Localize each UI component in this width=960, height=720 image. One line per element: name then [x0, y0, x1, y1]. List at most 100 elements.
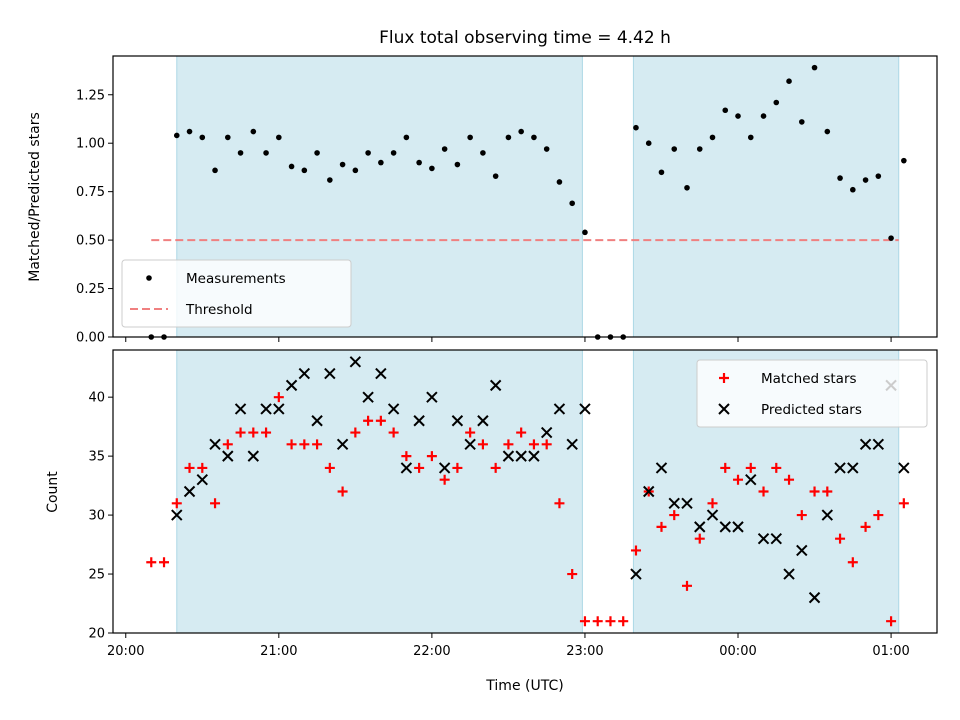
- bottom-x-point: [451, 415, 464, 427]
- top-dot-point: [786, 78, 792, 84]
- bottom-y-tick-label: 25: [88, 568, 105, 583]
- bottom-x-tick-label: 20:00: [107, 644, 144, 659]
- bottom-plus-point: [605, 616, 616, 627]
- bottom-plus-point: [860, 521, 871, 532]
- bottom-x-point: [808, 591, 821, 604]
- bottom-y-tick-label: 20: [88, 627, 105, 642]
- bottom-plus-point: [630, 545, 641, 556]
- bottom-x-point: [898, 462, 910, 474]
- bottom-plus-point: [528, 439, 539, 450]
- bottom-x-point: [349, 356, 362, 368]
- top-dot-point: [378, 159, 384, 166]
- bottom-y-tick-label: 40: [88, 391, 105, 406]
- top-y-tick-label: 0.50: [76, 234, 105, 249]
- bottom-x-point: [681, 497, 693, 509]
- bottom-x-point: [643, 485, 655, 498]
- top-dot-point: [645, 140, 652, 147]
- top-dot-point: [492, 173, 499, 179]
- bottom-x-point: [464, 438, 476, 451]
- bottom-x-point: [872, 438, 885, 451]
- bottom-x-point: [553, 403, 566, 415]
- bottom-plus-point: [401, 451, 412, 462]
- bottom-y-tick-label: 35: [88, 450, 105, 465]
- top-dot-point: [237, 150, 244, 156]
- bottom-plus-point: [452, 462, 463, 473]
- bottom-x-point: [834, 462, 846, 474]
- bottom-x-point: [362, 391, 374, 403]
- bottom-legend-label: Matched stars: [761, 371, 857, 387]
- bottom-x-tick-label: 22:00: [413, 644, 450, 659]
- bottom-x-point: [209, 438, 221, 451]
- bottom-plus-point: [886, 616, 897, 627]
- top-legend-label: Measurements: [186, 271, 286, 287]
- top-dot-point: [505, 134, 512, 141]
- bottom-plus-point: [656, 521, 667, 532]
- top-dot-point: [569, 200, 575, 207]
- top-dot-point: [365, 150, 371, 156]
- bottom-x-point: [438, 462, 451, 474]
- bottom-plus-point: [324, 462, 335, 473]
- bottom-plus-point: [822, 486, 833, 497]
- x-axis-label: Time (UTC): [485, 678, 563, 694]
- bottom-x-point: [400, 462, 413, 474]
- bottom-x-point: [668, 497, 680, 509]
- bottom-axes-frame: [112, 349, 938, 634]
- top-y-tick-label: 0.25: [76, 282, 105, 297]
- top-panel: 0.00 0.25 0.50 0.75 1.00 1.25 Measurements Thre…: [76, 55, 938, 346]
- bottom-plus-point: [312, 439, 323, 450]
- bottom-plus-point: [414, 462, 425, 473]
- bottom-x-point: [566, 438, 578, 451]
- bottom-x-tick-label: 21:00: [260, 644, 297, 659]
- bottom-x-point: [247, 450, 260, 462]
- bottom-plus-point: [681, 580, 692, 591]
- top-dot-point: [773, 99, 780, 106]
- bottom-plus-point: [567, 569, 578, 580]
- bottom-x-point: [477, 415, 489, 427]
- bottom-plus-point: [426, 451, 437, 462]
- top-dot-point: [633, 124, 639, 131]
- bottom-plus-point: [248, 427, 259, 438]
- bottom-x-point: [336, 438, 349, 451]
- bottom-x-point: [222, 450, 234, 462]
- top-dot-point: [454, 161, 461, 168]
- top-dot-point: [811, 64, 818, 71]
- bottom-plus-point: [337, 486, 348, 497]
- bottom-plus-point: [579, 616, 590, 627]
- top-dot-point: [314, 150, 320, 156]
- top-dot-point: [824, 128, 831, 135]
- bottom-y-tick-label: 30: [88, 509, 105, 524]
- top-dot-point: [403, 134, 410, 141]
- bottom-x-point: [796, 544, 808, 557]
- top-legend-swatch: [146, 275, 152, 281]
- bottom-x-point: [311, 415, 323, 427]
- bottom-x-point: [630, 568, 642, 580]
- bottom-x-point: [413, 415, 425, 427]
- bottom-plus-point: [184, 462, 195, 473]
- bottom-panel: 20 25 30 35 40 20:00 21:00 22:00 23:00 00:00 01:00…: [88, 349, 938, 659]
- bottom-plus-point: [796, 510, 807, 521]
- bottom-legend-box: [696, 359, 928, 428]
- bottom-legend-swatch: [718, 403, 730, 415]
- bottom-plus-point: [477, 439, 488, 450]
- bottom-plus-point: [286, 439, 297, 450]
- top-dot-point: [556, 179, 563, 185]
- top-legend-label: Threshold: [185, 302, 253, 318]
- bottom-plus-point: [197, 462, 208, 473]
- bottom-x-point: [273, 403, 285, 415]
- top-y-tick-label: 0.00: [76, 331, 105, 346]
- bottom-x-point: [745, 474, 757, 486]
- bottom-x-point: [757, 532, 770, 545]
- top-dot-point: [518, 128, 524, 135]
- bottom-x-point: [859, 438, 872, 451]
- bottom-plus-point: [592, 616, 603, 627]
- top-dot-point: [173, 132, 180, 139]
- bottom-x-point: [426, 391, 438, 403]
- top-y-tick-label: 0.75: [76, 185, 105, 200]
- top-dot-point: [901, 157, 907, 164]
- top-dot-point: [480, 150, 486, 156]
- bottom-plus-point: [745, 462, 756, 473]
- bottom-plus-point: [261, 427, 272, 438]
- top-dot-point: [186, 128, 193, 135]
- bottom-x-point: [183, 485, 196, 498]
- bottom-plus-point: [146, 557, 157, 568]
